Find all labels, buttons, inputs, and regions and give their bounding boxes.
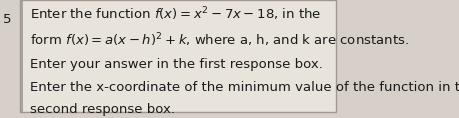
Text: Enter the x-coordinate of the minimum value of the function in the: Enter the x-coordinate of the minimum va… <box>30 81 459 94</box>
Text: second response box.: second response box. <box>30 103 175 116</box>
Text: Enter your answer in the first response box.: Enter your answer in the first response … <box>30 58 323 71</box>
Text: form $f(x) = a(x - h)^2 + k$, where a, h, and k are constants.: form $f(x) = a(x - h)^2 + k$, where a, h… <box>30 31 409 49</box>
Text: 5: 5 <box>2 13 11 26</box>
Text: Enter the function $f(x) = x^2 - 7x - 18$, in the: Enter the function $f(x) = x^2 - 7x - 18… <box>30 6 322 23</box>
FancyBboxPatch shape <box>20 0 336 112</box>
